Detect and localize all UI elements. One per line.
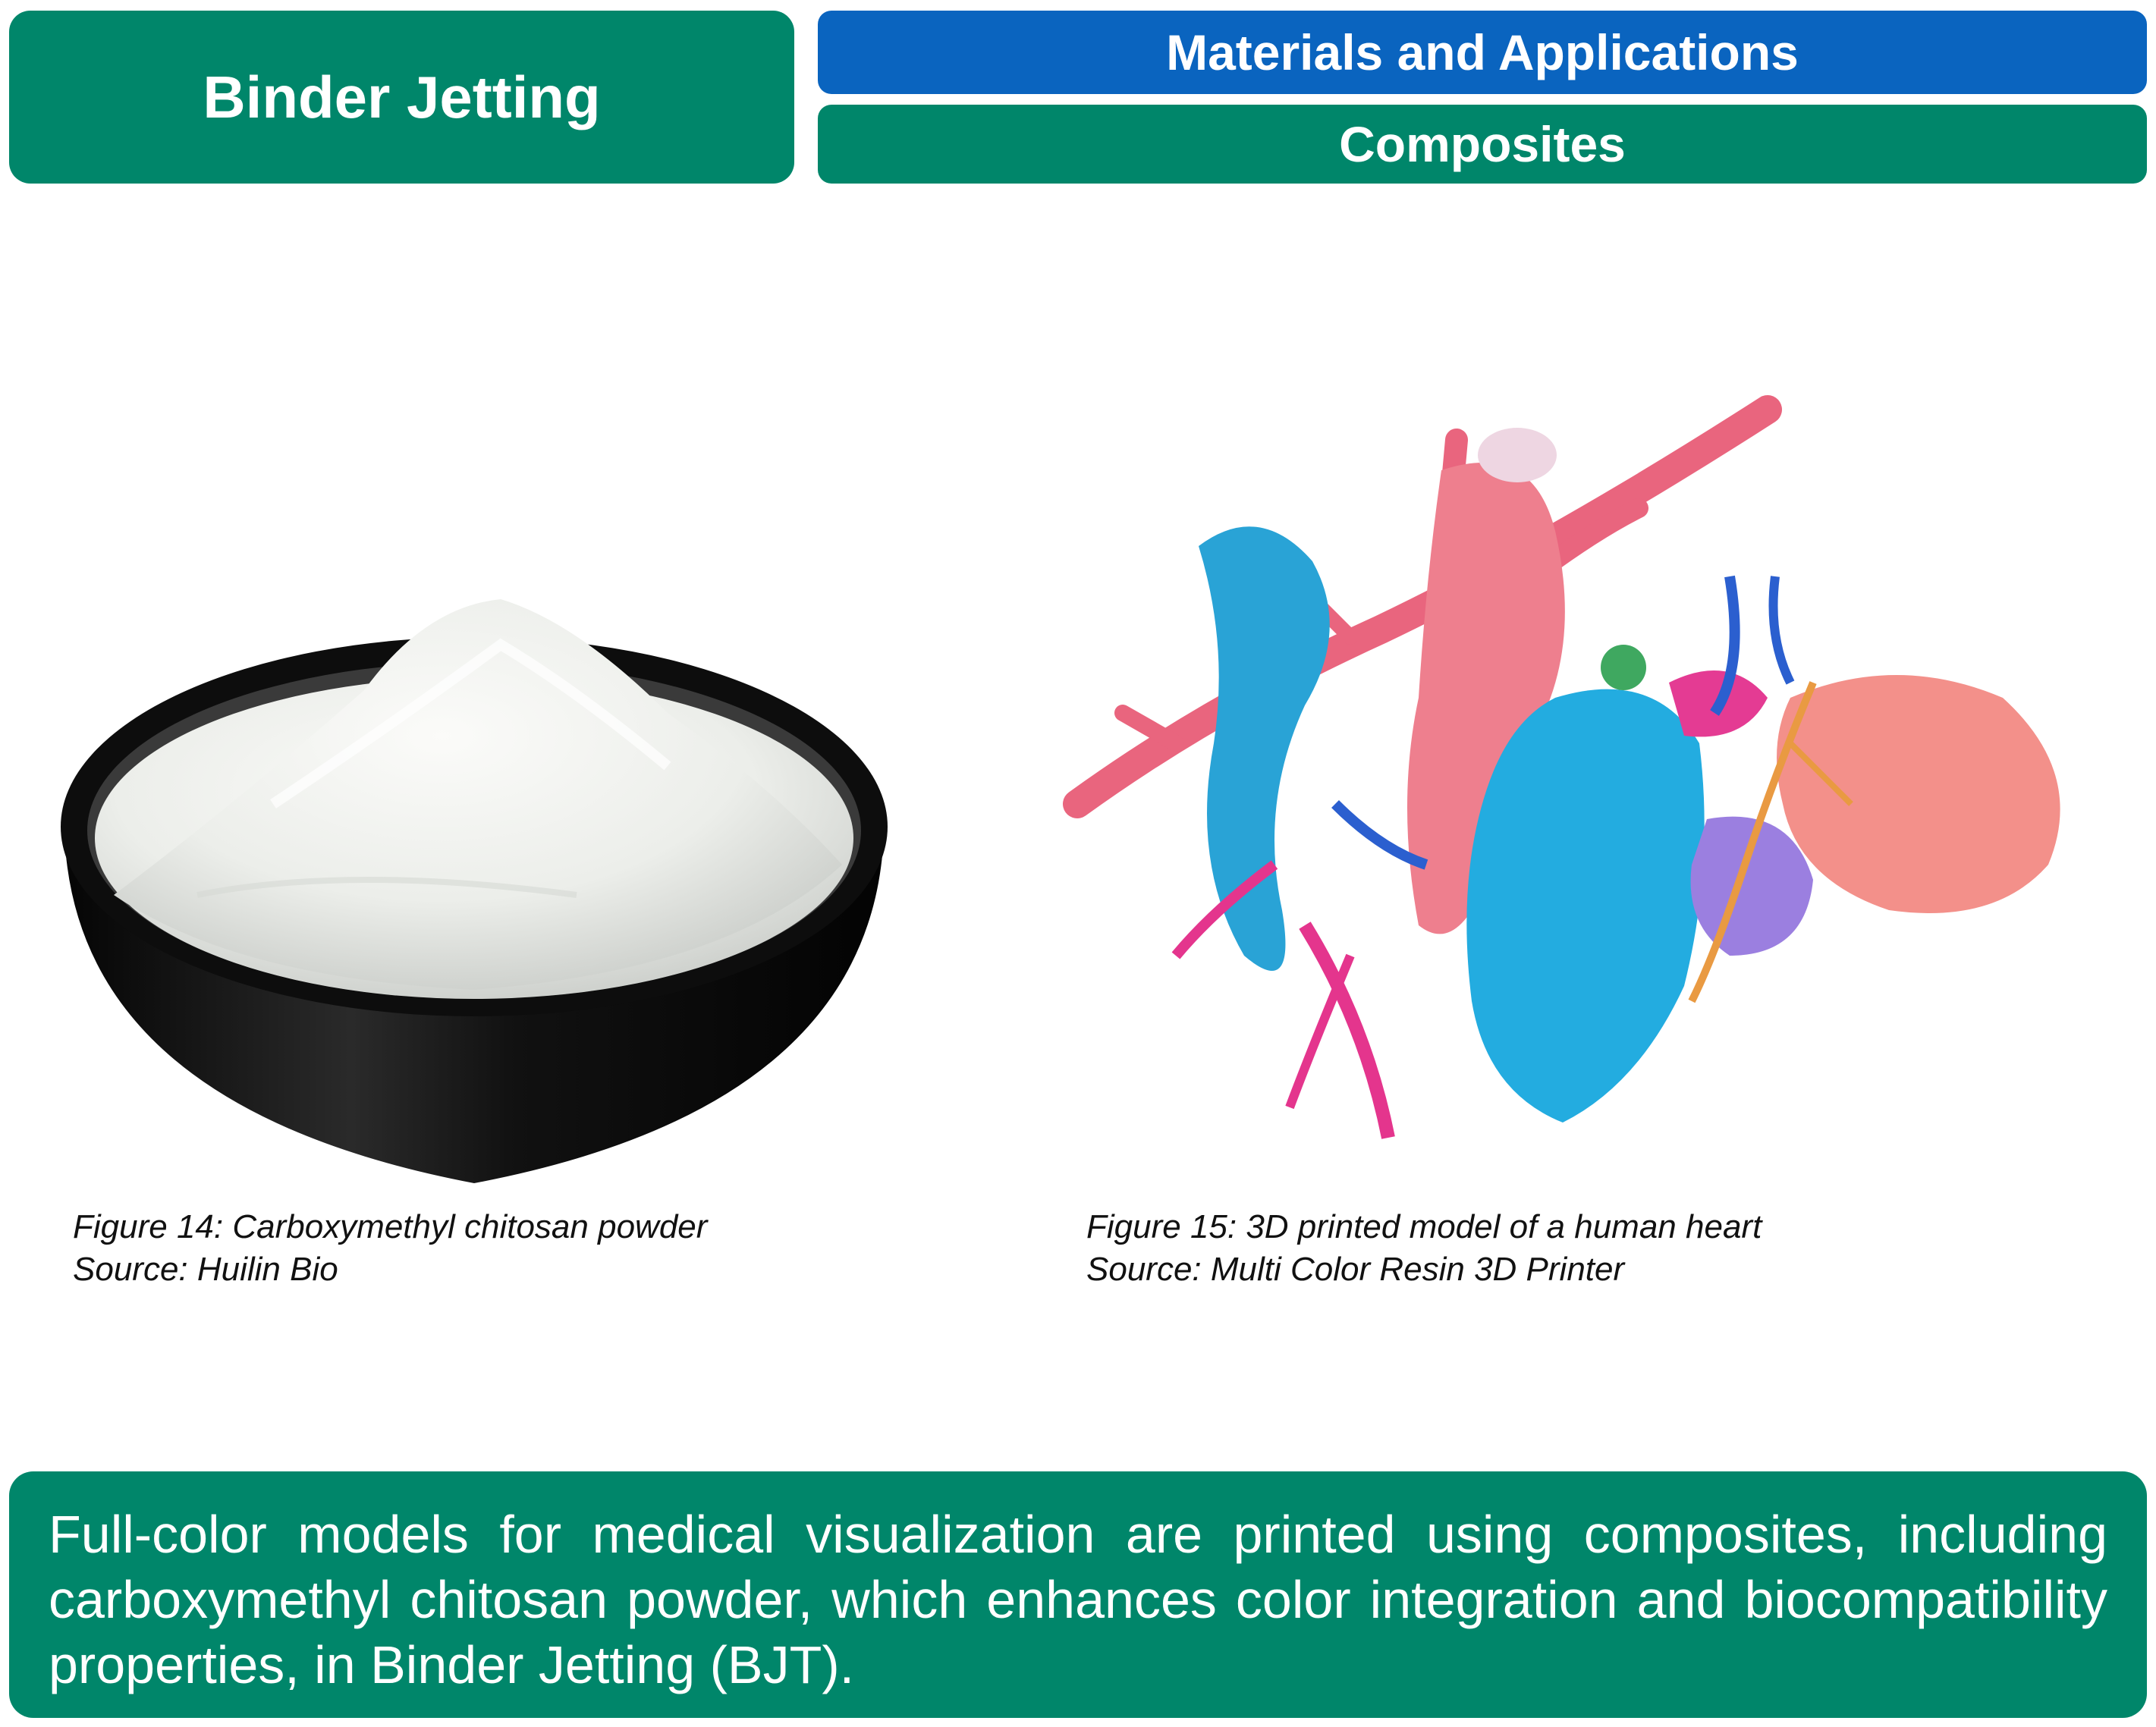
figure-14-caption: Figure 14: Carboxymethyl chitosan powder… xyxy=(73,1206,707,1291)
summary-text: Full-color models for medical visualizat… xyxy=(9,1471,2147,1718)
section-title: Materials and Applications xyxy=(818,11,2147,94)
powder-bowl-image xyxy=(46,576,903,1198)
heart-model-image xyxy=(1062,379,2086,1206)
figure-14-source: Source: Huilin Bio xyxy=(73,1251,338,1288)
page-title: Binder Jetting xyxy=(9,11,794,184)
figure-15-caption: Figure 15: 3D printed model of a human h… xyxy=(1086,1206,1762,1291)
figure-15-title: Figure 15: 3D printed model of a human h… xyxy=(1086,1208,1762,1245)
subsection-title: Composites xyxy=(818,105,2147,184)
figure-15-source: Source: Multi Color Resin 3D Printer xyxy=(1086,1251,1625,1288)
figure-14-title: Figure 14: Carboxymethyl chitosan powder xyxy=(73,1208,708,1245)
